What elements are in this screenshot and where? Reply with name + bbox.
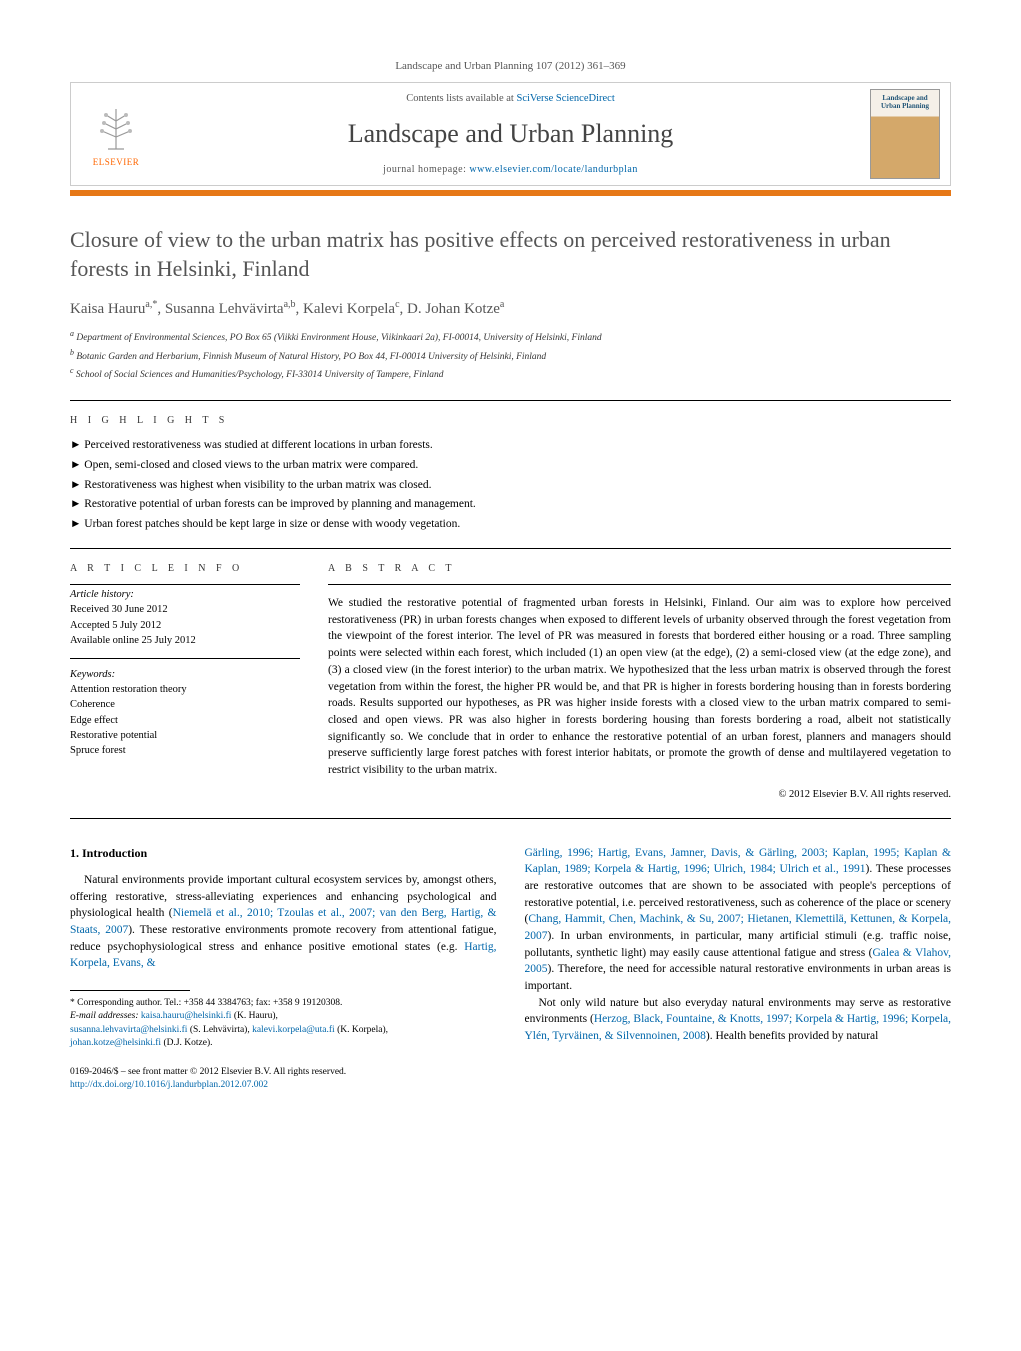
orange-divider-bar <box>70 190 951 196</box>
history-line: Accepted 5 July 2012 <box>70 618 300 633</box>
text-run: ). These restorative environments promot… <box>70 924 497 953</box>
affiliation-line: c School of Social Sciences and Humaniti… <box>70 365 951 382</box>
sciencedirect-link[interactable]: SciVerse ScienceDirect <box>516 93 614 104</box>
article-info-label: a r t i c l e i n f o <box>70 563 300 574</box>
highlight-item: Open, semi-closed and closed views to th… <box>70 456 951 476</box>
elsevier-tree-icon <box>88 101 144 157</box>
keyword: Edge effect <box>70 713 300 728</box>
journal-cover-thumb: Landscape and Urban Planning <box>860 83 950 185</box>
keyword: Attention restoration theory <box>70 682 300 697</box>
history-line: Received 30 June 2012 <box>70 602 300 617</box>
keyword: Spruce forest <box>70 743 300 758</box>
highlight-item: Restorative potential of urban forests c… <box>70 495 951 515</box>
abstract-text: We studied the restorative potential of … <box>328 595 951 778</box>
header-citation: Landscape and Urban Planning 107 (2012) … <box>70 60 951 72</box>
intro-heading: 1. Introduction <box>70 845 497 862</box>
email-who: (S. Lehvävirta), <box>187 1025 252 1035</box>
history-line: Available online 25 July 2012 <box>70 633 300 648</box>
cover-label: Landscape and Urban Planning <box>871 94 939 110</box>
journal-header: ELSEVIER Contents lists available at Sci… <box>70 82 951 186</box>
highlights-label: h i g h l i g h t s <box>70 415 951 426</box>
body-paragraph: Natural environments provide important c… <box>70 872 497 972</box>
highlights-list: Perceived restorativeness was studied at… <box>70 436 951 534</box>
body-paragraph: Gärling, 1996; Hartig, Evans, Jamner, Da… <box>525 845 952 995</box>
keywords-block: Keywords: Attention restoration theoryCo… <box>70 667 300 758</box>
article-title: Closure of view to the urban matrix has … <box>70 226 951 283</box>
email-link[interactable]: kaisa.hauru@helsinki.fi <box>141 1011 232 1021</box>
email-who: (K. Korpela), <box>335 1025 388 1035</box>
email-who: (D.J. Kotze). <box>161 1038 212 1048</box>
email-label: E-mail addresses: <box>70 1011 141 1021</box>
rule <box>70 658 300 659</box>
rule <box>70 400 951 401</box>
publisher-logo: ELSEVIER <box>71 83 161 185</box>
body-column-right: Gärling, 1996; Hartig, Evans, Jamner, Da… <box>525 845 952 1093</box>
cover-image: Landscape and Urban Planning <box>870 89 940 179</box>
contents-prefix: Contents lists available at <box>406 93 516 104</box>
email-who: (K. Hauru), <box>231 1011 277 1021</box>
rule <box>328 584 951 585</box>
abstract-copyright: © 2012 Elsevier B.V. All rights reserved… <box>328 789 951 800</box>
email-link[interactable]: kalevi.korpela@uta.fi <box>252 1025 335 1035</box>
corresponding-author-footnote: * Corresponding author. Tel.: +358 44 33… <box>70 997 497 1050</box>
page-footer: 0169-2046/$ – see front matter © 2012 El… <box>70 1066 497 1093</box>
keywords-heading: Keywords: <box>70 667 300 682</box>
email-link[interactable]: johan.kotze@helsinki.fi <box>70 1038 161 1048</box>
body-column-left: 1. Introduction Natural environments pro… <box>70 845 497 1093</box>
copyright-line: 0169-2046/$ – see front matter © 2012 El… <box>70 1066 497 1079</box>
text-run: ). Therefore, the need for accessible na… <box>525 963 952 992</box>
journal-homepage-link[interactable]: www.elsevier.com/locate/landurbplan <box>469 164 637 175</box>
history-heading: Article history: <box>70 587 300 602</box>
homepage-line: journal homepage: www.elsevier.com/locat… <box>171 164 850 175</box>
corresponding-line: * Corresponding author. Tel.: +358 44 33… <box>70 997 497 1010</box>
keyword: Coherence <box>70 697 300 712</box>
rule <box>70 584 300 585</box>
text-run: ). Health benefits provided by natural <box>706 1030 878 1042</box>
doi-link[interactable]: http://dx.doi.org/10.1016/j.landurbplan.… <box>70 1080 268 1090</box>
highlight-item: Perceived restorativeness was studied at… <box>70 436 951 456</box>
rule <box>70 818 951 819</box>
highlight-item: Urban forest patches should be kept larg… <box>70 515 951 535</box>
homepage-prefix: journal homepage: <box>383 164 469 175</box>
highlight-item: Restorativeness was highest when visibil… <box>70 476 951 496</box>
abstract-label: a b s t r a c t <box>328 563 951 574</box>
affiliation-line: a Department of Environmental Sciences, … <box>70 328 951 345</box>
body-paragraph: Not only wild nature but also everyday n… <box>525 995 952 1045</box>
article-history: Article history: Received 30 June 2012Ac… <box>70 587 300 648</box>
keyword: Restorative potential <box>70 728 300 743</box>
contents-line: Contents lists available at SciVerse Sci… <box>171 93 850 104</box>
affiliations: a Department of Environmental Sciences, … <box>70 328 951 382</box>
authors-line: Kaisa Haurua,*, Susanna Lehvävirtaa,b, K… <box>70 299 951 318</box>
publisher-name: ELSEVIER <box>93 157 140 167</box>
affiliation-line: b Botanic Garden and Herbarium, Finnish … <box>70 347 951 364</box>
email-addresses: E-mail addresses: kaisa.hauru@helsinki.f… <box>70 1010 497 1050</box>
footnote-rule <box>70 990 190 991</box>
email-link[interactable]: susanna.lehvavirta@helsinki.fi <box>70 1025 187 1035</box>
journal-name: Landscape and Urban Planning <box>171 119 850 149</box>
